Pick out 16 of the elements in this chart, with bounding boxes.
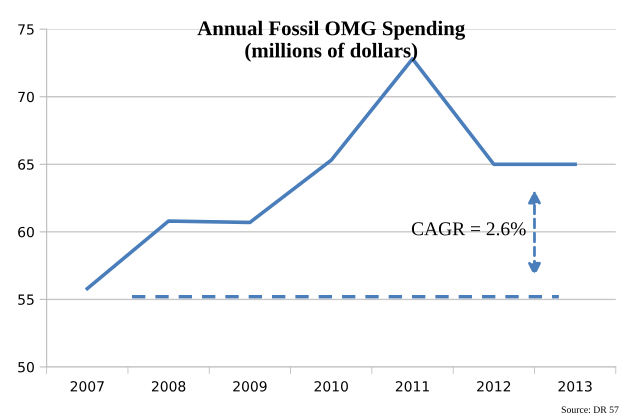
x-tick-label: 2011 (396, 381, 429, 392)
x-tick-label: 2013 (558, 381, 592, 392)
y-tick-label: 75 (18, 24, 34, 35)
y-tick-label: 60 (18, 226, 34, 238)
source-note: Source: DR 57 (562, 406, 619, 413)
x-tick-label: 2008 (152, 381, 186, 392)
y-tick-label: 65 (18, 159, 34, 170)
y-tick-label: 55 (18, 294, 34, 305)
y-tick-label: 50 (18, 362, 34, 372)
x-tick-label: 2007 (70, 381, 104, 392)
annotation: CAGR = 2.6% (412, 222, 526, 236)
y-tick-label: 70 (18, 92, 34, 102)
x-tick-label: 2012 (477, 381, 510, 392)
x-tick-label: 2010 (314, 381, 348, 392)
chart-title: Annual Fossil OMG Spending (millions of dollars) (197, 20, 466, 62)
x-tick-label: 2009 (233, 381, 267, 392)
